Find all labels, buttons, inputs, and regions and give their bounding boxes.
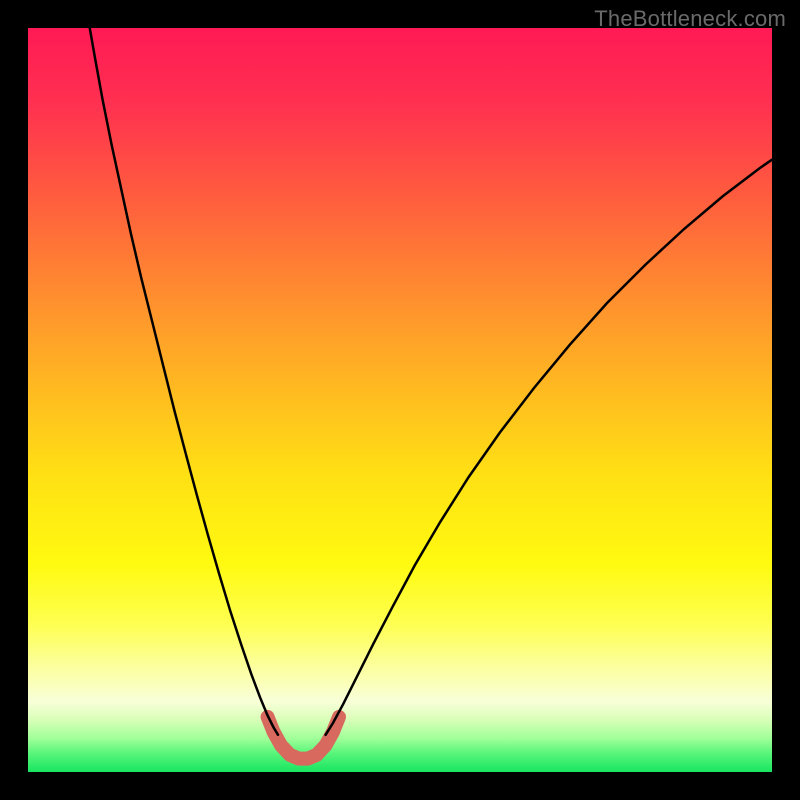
chart-plot-area xyxy=(28,28,772,772)
watermark-text: TheBottleneck.com xyxy=(594,6,786,32)
chart-background xyxy=(28,28,772,772)
chart-svg xyxy=(28,28,772,772)
